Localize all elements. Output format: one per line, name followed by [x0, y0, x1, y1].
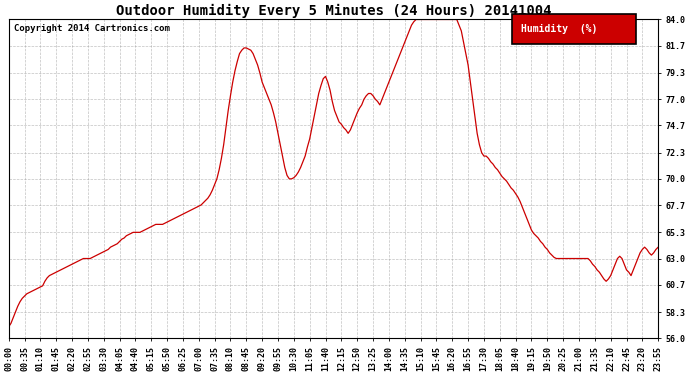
Title: Outdoor Humidity Every 5 Minutes (24 Hours) 20141004: Outdoor Humidity Every 5 Minutes (24 Hou… [116, 4, 551, 18]
Text: Humidity  (%): Humidity (%) [521, 24, 598, 34]
Text: Copyright 2014 Cartronics.com: Copyright 2014 Cartronics.com [14, 24, 170, 33]
